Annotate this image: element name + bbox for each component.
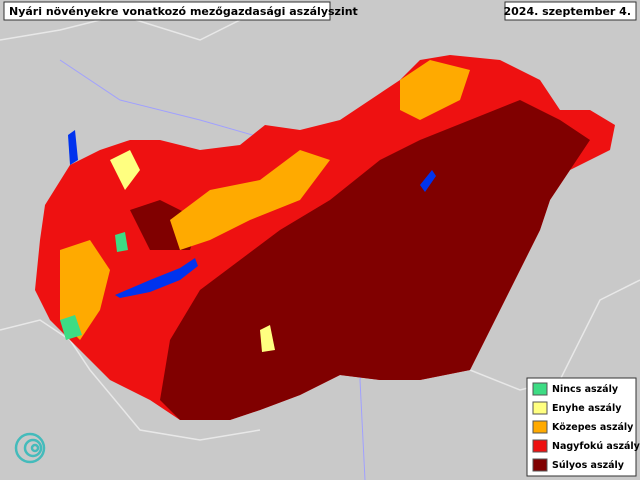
legend-label: Súlyos aszály: [552, 460, 625, 471]
map-title: Nyári növényekre vonatkozó mezőgazdasági…: [9, 5, 358, 18]
drought-regions: [35, 55, 615, 420]
lakes: [68, 130, 436, 298]
legend-swatch: [532, 382, 548, 396]
legend-swatch: [532, 439, 548, 453]
date-box: [504, 1, 637, 21]
legend-swatch: [532, 458, 548, 472]
drought-region: [400, 60, 470, 120]
drought-region: [60, 315, 82, 340]
drought-region: [170, 150, 330, 250]
legend-label: Nincs aszály: [552, 384, 619, 395]
legend-label: Enyhe aszály: [552, 403, 622, 414]
legend-label: Közepes aszály: [552, 422, 634, 433]
title-box: [3, 1, 331, 21]
drought-region: [60, 240, 110, 340]
drought-region: [260, 325, 275, 352]
legend: Nincs aszály Enyhe aszály Közepes aszály Na…: [526, 377, 640, 477]
drought-region: [115, 232, 128, 252]
legend-label: Nagyfokú aszály: [552, 441, 640, 452]
logo: [14, 432, 46, 464]
drought-region: [110, 150, 140, 190]
legend-swatch: [532, 401, 548, 415]
date: 2024. szeptember 4.: [503, 5, 631, 18]
legend-swatch: [532, 420, 548, 434]
